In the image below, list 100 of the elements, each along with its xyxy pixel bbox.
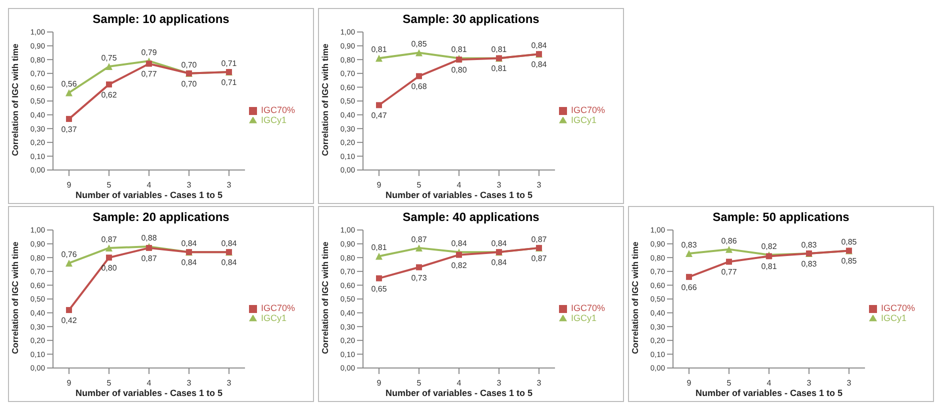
data-label: 0,80 [101,264,118,273]
data-label: 0,87 [531,234,548,244]
point [376,252,382,260]
data-label: 0,87 [101,234,118,244]
point [106,81,112,88]
data-label: 0,84 [181,258,198,268]
point [105,63,112,70]
data-label: 0,85 [841,238,858,247]
data-label: 0,81 [371,243,388,252]
point [686,274,692,280]
data-label: 0,70 [181,60,198,70]
data-label: 0,37 [61,124,78,134]
point [376,275,382,282]
point [106,254,112,261]
point [456,252,462,258]
data-label: 0,84 [491,239,508,248]
point [726,258,732,265]
x-tick-label: 9 [376,378,382,388]
data-label: 0,84 [181,239,198,248]
data-label: 0,56 [61,80,78,89]
data-label: 0,85 [841,256,858,266]
legend-label: IGCy1 [260,313,286,323]
data-label: 0,81 [491,64,508,74]
x-tick-label: 3 [806,378,812,388]
x-tick-label: 3 [496,378,502,388]
data-label: 0,75 [101,54,118,62]
legend-label: IGCy1 [570,115,596,125]
y-axis-title: Correlation of IGC with time [320,43,330,156]
data-label: 0,84 [221,258,238,268]
chart-title: Sample: 30 applications [402,12,540,28]
x-tick-label: 3 [846,378,852,388]
data-label: 0,68 [411,82,428,92]
x-tick-label: 4 [456,378,462,388]
point [415,49,422,56]
legend-label: IGCy1 [260,115,286,125]
x-axis-title: Number of variables - Cases 1 to 5 [385,388,533,398]
data-label: 0,87 [531,254,548,263]
data-label: 0,82 [761,242,778,251]
data-label: 0,83 [801,259,818,268]
x-tick-label: 9 [66,378,72,388]
legend-label: IGC70% [260,105,295,115]
data-label: 0,73 [411,273,428,282]
data-label: 0,83 [681,240,698,250]
chart-title: Sample: 10 applications [92,12,230,28]
data-label: 0,71 [221,59,238,68]
data-label: 0,71 [221,78,238,88]
chart-title: Sample: 20 applications [92,210,230,226]
point [66,307,72,314]
data-label: 0,81 [451,45,468,54]
data-label: 0,79 [141,48,158,57]
point [686,250,692,257]
x-tick-label: 3 [226,180,232,190]
x-tick-label: 5 [726,378,732,388]
data-label: 0,77 [721,268,738,277]
data-label: 0,62 [101,90,118,100]
x-tick-label: 5 [416,180,422,190]
data-label: 0,81 [491,45,508,54]
x-tick-label: 4 [146,378,152,388]
data-label: 0,81 [761,262,778,272]
x-axis-title: Number of variables - Cases 1 to 5 [695,388,843,398]
x-tick-label: 3 [536,180,542,190]
data-label: 0,85 [411,40,428,49]
x-tick-label: 3 [496,180,502,190]
data-label: 0,87 [411,234,428,244]
x-tick-label: 4 [456,180,462,190]
x-tick-label: 5 [106,378,112,388]
point [146,60,152,67]
data-label: 0,80 [451,66,468,75]
y-axis-title: Correlation of IGC with time [10,43,20,156]
data-label: 0,65 [371,284,388,294]
legend-label: IGCy1 [880,313,906,323]
x-tick-label: 4 [146,180,152,190]
point [416,73,422,80]
x-tick-label: 3 [536,378,542,388]
data-label: 0,70 [181,79,198,88]
x-tick-label: 9 [66,180,72,190]
data-label: 0,88 [141,234,158,243]
point [415,244,422,252]
data-label: 0,81 [371,45,388,54]
point [725,246,732,253]
x-axis-title: Number of variables - Cases 1 to 5 [385,190,533,200]
x-axis-title: Number of variables - Cases 1 to 5 [75,388,223,398]
x-tick-label: 3 [186,378,192,388]
x-tick-label: 5 [106,180,112,190]
legend-label: IGC70% [570,105,605,115]
point [376,54,382,62]
data-label: 0,82 [451,260,468,270]
y-axis-title: Correlation of IGC with time [10,241,20,354]
data-label: 0,86 [721,236,738,246]
point [66,260,72,267]
x-axis-title: Number of variables - Cases 1 to 5 [75,190,223,200]
data-label: 0,47 [371,111,388,120]
data-label: 0,83 [801,240,818,250]
data-label: 0,42 [61,316,78,326]
chart-title: Sample: 40 applications [402,210,540,226]
data-label: 0,76 [61,250,78,260]
x-tick-label: 3 [186,180,192,190]
x-tick-label: 9 [686,378,692,388]
data-label: 0,77 [141,70,158,79]
data-label: 0,84 [491,258,508,268]
